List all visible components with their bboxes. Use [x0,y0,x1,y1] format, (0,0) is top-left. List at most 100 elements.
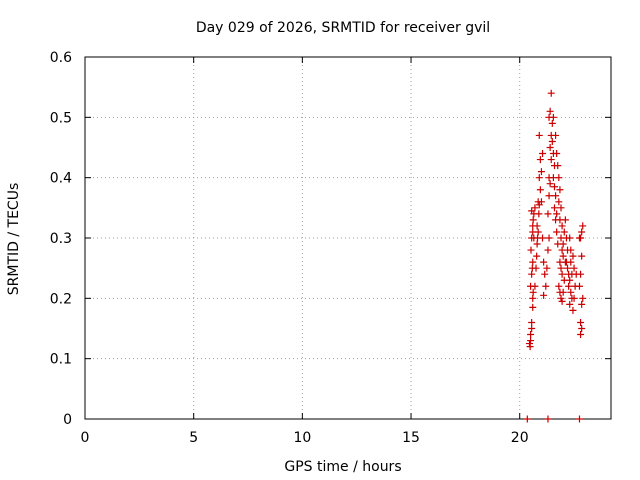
data-point [555,198,563,206]
data-point [578,325,586,332]
data-point [528,207,536,215]
x-axis-label: GPS time / hours [284,459,401,475]
data-point [529,294,537,302]
data-point [527,246,535,254]
data-point [527,337,535,345]
data-point [542,282,550,290]
data-point [555,282,563,290]
data-point [555,174,563,182]
y-axis-label: SRMTID / TECUs [6,183,22,296]
axes: 0 5 10 15 20 0 0.1 0.2 0.3 0.4 0.5 0.6 [50,50,612,446]
data-point [579,222,587,230]
y-tick-label: 0 [63,412,72,428]
data-point [575,282,583,290]
x-tick-label: 0 [81,430,90,446]
data-point [561,216,569,224]
data-point [533,222,541,230]
data-point [558,270,566,278]
data-point [578,252,586,260]
data-point [552,131,560,139]
data-point [557,264,565,272]
data-point [547,156,555,164]
data-point [525,340,533,348]
data-point [550,183,558,191]
data-point [557,294,565,302]
data-point [567,288,575,296]
data-point [557,204,565,212]
data-point [535,174,543,182]
x-tick-label: 15 [402,430,420,446]
data-point [559,240,567,248]
x-tick-label: 5 [189,430,198,446]
data-point [575,234,583,242]
data-point [544,415,552,423]
data-point [550,204,558,212]
data-point [558,297,566,305]
data-point [545,192,553,200]
data-point [529,303,537,311]
data-point [536,186,544,194]
data-point [531,204,539,212]
data-point [529,288,537,296]
data-point [559,288,567,296]
data-point [529,258,537,266]
data-point [553,210,561,218]
data-point [575,415,583,423]
data-points [523,89,587,423]
data-point [526,343,534,351]
data-point [528,325,536,332]
data-point [564,264,572,272]
data-point [556,186,564,194]
data-point [533,252,541,260]
data-point [528,270,536,278]
data-point [552,192,560,200]
data-point [554,162,562,170]
plot-frame [84,56,612,420]
data-point [546,107,554,115]
data-point [546,180,554,188]
data-point [566,234,574,242]
data-point [533,240,541,248]
y-tick-label: 0.3 [50,231,72,247]
data-point [569,252,577,260]
chart-title: Day 029 of 2026, SRMTID for receiver gvi… [196,20,490,36]
data-point [570,294,578,302]
data-point [537,168,545,176]
data-point [539,150,547,158]
x-tick-label: 10 [293,430,311,446]
data-point [544,210,552,218]
data-point [536,156,544,164]
data-point [528,318,536,326]
y-tick-label: 0.2 [50,291,72,307]
data-point [548,137,556,145]
x-tick-label: 20 [511,430,529,446]
data-point [537,198,545,206]
data-point [547,89,555,97]
data-point [565,282,573,290]
data-point [543,264,551,272]
data-point [527,331,535,339]
data-point [541,270,549,278]
data-point [566,276,574,284]
data-point [548,119,556,127]
data-point [577,270,585,278]
data-point [567,246,575,254]
data-point [578,228,586,236]
data-point [523,415,531,423]
data-point [540,291,548,299]
data-point [579,294,587,302]
y-tick-label: 0.5 [50,110,72,126]
data-point [577,318,585,326]
data-point [578,300,586,308]
data-point [549,113,557,121]
data-point [544,246,552,254]
data-point [559,252,567,260]
data-point [560,228,568,236]
data-point [535,210,543,218]
data-point [535,131,543,139]
data-point [569,306,577,314]
data-point [531,282,539,290]
data-point [570,264,578,272]
data-point [546,144,554,151]
y-tick-label: 0.1 [50,352,72,368]
